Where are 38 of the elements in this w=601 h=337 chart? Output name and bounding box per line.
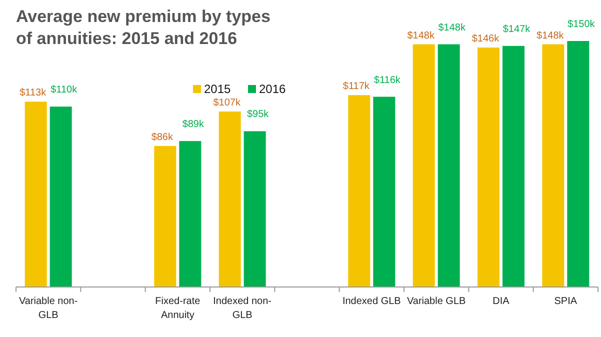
- bar: [179, 141, 202, 287]
- x-tick-label: Indexed GLB: [342, 296, 402, 307]
- data-label: $148k: [407, 30, 436, 42]
- x-tick-label: Fixed-rate Annuity: [155, 296, 201, 321]
- bar: [478, 48, 500, 287]
- bar: [348, 95, 370, 287]
- bar: [50, 106, 72, 287]
- bar: [412, 44, 435, 287]
- bar: [24, 102, 47, 287]
- bar: [438, 44, 460, 287]
- data-label: $148k: [536, 30, 565, 42]
- chart-title: Average new premium by types of annuities: 2015 and 2016: [16, 7, 270, 48]
- data-label: $95k: [246, 109, 270, 120]
- data-label: $89k: [182, 119, 206, 130]
- data-label: $117k: [342, 81, 370, 92]
- x-tick-label: SPIA: [554, 296, 578, 307]
- data-label: $116k: [374, 74, 402, 86]
- data-label: $113k: [20, 88, 48, 99]
- bar: [244, 131, 266, 287]
- data-label: $107k: [213, 98, 242, 109]
- x-tick-label: Variable GLB: [406, 296, 466, 307]
- x-tick-label: DIA: [492, 296, 510, 307]
- data-label: $148k: [438, 22, 466, 34]
- data-label: $86k: [151, 132, 174, 143]
- bar: [373, 96, 396, 287]
- x-tick-label: Indexed non-GLB: [213, 296, 272, 321]
- data-label: $150k: [568, 19, 596, 30]
- bar: [154, 146, 176, 287]
- x-tick-label: Variable non-GLB: [18, 296, 78, 321]
- data-label: $110k: [50, 84, 78, 96]
- data-label: $147k: [502, 24, 532, 35]
- data-label: $146k: [472, 34, 500, 45]
- bar: [218, 112, 241, 287]
- legend-label: 2015: [204, 82, 232, 96]
- legend-label: 2016: [259, 82, 286, 96]
- bar: [502, 46, 524, 287]
- bar: [542, 44, 564, 287]
- bar: [567, 41, 590, 287]
